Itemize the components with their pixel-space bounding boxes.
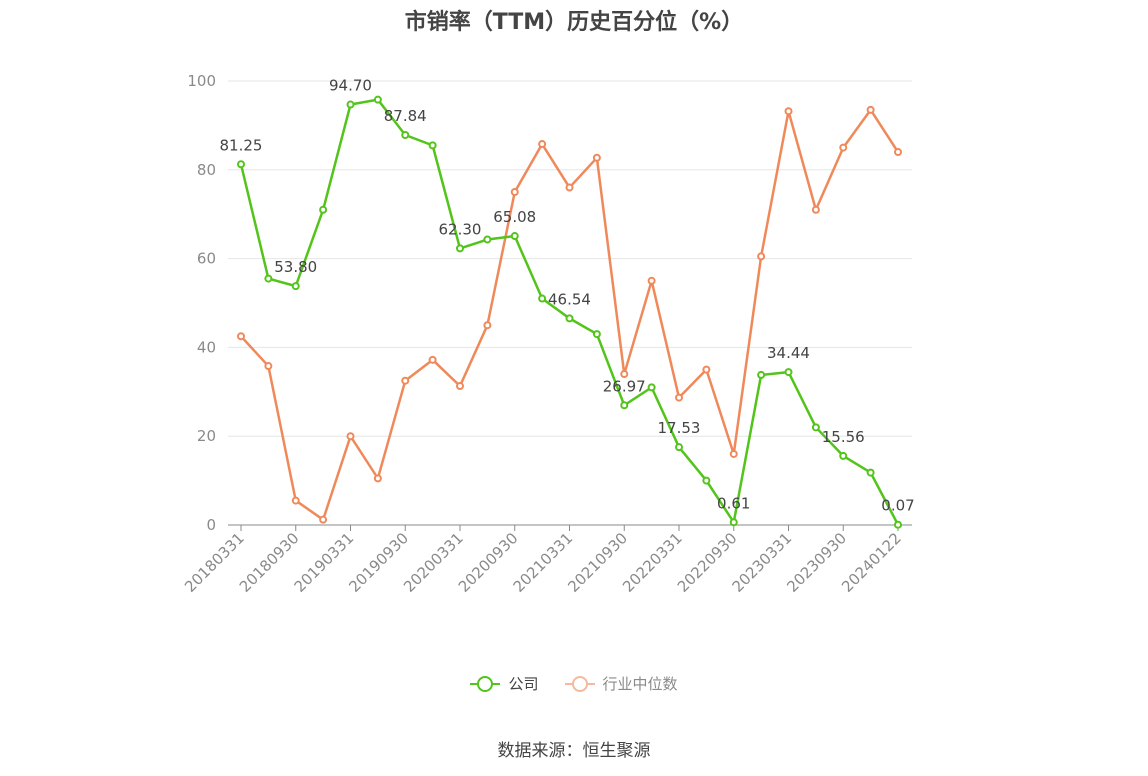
- point-industry-median: [675, 393, 683, 402]
- point-company: [291, 282, 300, 291]
- point-company: [620, 401, 629, 410]
- data-label: 94.70: [329, 77, 372, 95]
- line-chart: 0 20 40 60 80 100 201803312018093020190331201…: [181, 72, 915, 596]
- point-company: [702, 476, 711, 485]
- y-tick-label: 20: [197, 427, 216, 445]
- y-tick-label: 60: [197, 250, 216, 268]
- legend-item-industry-median[interactable]: 行业中位数: [564, 673, 678, 694]
- chart-title: 市销率（TTM）历史百分位（%）: [404, 10, 744, 35]
- point-industry-median: [264, 362, 273, 371]
- point-company: [373, 95, 382, 104]
- point-industry-median: [456, 382, 464, 391]
- grid-lines: [228, 80, 912, 437]
- legend-company-label: 公司: [508, 675, 539, 693]
- point-company: [592, 330, 601, 339]
- legend-company-marker-icon: [470, 674, 501, 694]
- point-industry-median: [401, 376, 410, 385]
- point-company: [483, 235, 492, 244]
- y-tick-label: 40: [197, 338, 216, 356]
- point-company: [839, 451, 848, 460]
- y-tick-label: 100: [187, 72, 216, 90]
- point-company: [784, 368, 793, 377]
- point-company: [510, 232, 519, 241]
- point-company: [894, 520, 902, 529]
- point-company: [428, 141, 437, 150]
- data-label: 65.08: [493, 208, 536, 226]
- data-label: 17.53: [658, 419, 701, 437]
- point-industry-median: [373, 474, 382, 483]
- point-industry-median: [592, 153, 601, 162]
- data-label: 26.97: [603, 377, 646, 395]
- point-industry-median: [894, 148, 902, 157]
- point-company: [757, 370, 766, 379]
- point-industry-median: [538, 140, 547, 149]
- data-label: 46.54: [548, 290, 591, 308]
- point-industry-median: [510, 188, 519, 196]
- y-tick-label: 0: [206, 516, 216, 534]
- point-company: [237, 160, 245, 169]
- point-industry-median: [319, 515, 328, 524]
- point-company: [401, 130, 410, 139]
- point-industry-median: [647, 276, 656, 285]
- series-line-company: [239, 98, 900, 526]
- point-industry-median: [291, 496, 300, 505]
- point-industry-median: [811, 205, 820, 214]
- x-axis: 2018033120180930201903312019093020200331…: [181, 524, 912, 596]
- data-label: 0.07: [881, 497, 914, 515]
- point-industry-median: [565, 183, 574, 192]
- data-label: 15.56: [822, 428, 865, 446]
- point-company: [456, 244, 464, 253]
- point-company: [729, 518, 738, 527]
- legend-industry-median-label: 行业中位数: [602, 675, 678, 693]
- data-label: 34.44: [767, 344, 810, 362]
- point-company: [675, 443, 683, 452]
- point-industry-median: [237, 332, 245, 341]
- y-tick-label: 80: [197, 161, 216, 179]
- point-industry-median: [483, 321, 492, 330]
- point-industry-median: [346, 432, 355, 441]
- point-company: [264, 274, 273, 283]
- series-group: [237, 95, 902, 529]
- data-label: 0.61: [717, 494, 750, 512]
- y-axis: 0 20 40 60 80 100: [187, 72, 216, 534]
- point-industry-median: [428, 355, 437, 364]
- point-company: [866, 468, 875, 477]
- point-company: [647, 383, 656, 392]
- data-label: 87.84: [384, 107, 427, 125]
- point-company: [319, 205, 328, 214]
- legend-item-company[interactable]: 公司: [470, 673, 539, 694]
- data-label: 53.80: [274, 258, 317, 276]
- point-industry-median: [702, 365, 711, 374]
- point-industry-median: [866, 105, 875, 114]
- point-industry-median: [729, 449, 738, 458]
- legend-industry-marker-icon: [564, 674, 595, 694]
- point-company: [346, 100, 355, 109]
- data-labels: 81.25 53.80 94.70 87.84 62.30 65.08 46.54 26.97…: [220, 77, 915, 515]
- point-industry-median: [620, 370, 629, 379]
- data-label: 81.25: [220, 136, 263, 154]
- data-label: 62.30: [439, 220, 482, 238]
- point-company: [565, 314, 574, 323]
- data-source-note: 数据来源：恒生聚源: [497, 741, 651, 761]
- point-industry-median: [757, 252, 766, 261]
- point-industry-median: [839, 143, 848, 152]
- point-company: [811, 423, 820, 432]
- legend: 公司 行业中位数: [0, 673, 1148, 694]
- point-industry-median: [784, 107, 793, 116]
- point-company: [538, 294, 547, 303]
- x-tick-label: 20240122: [838, 529, 905, 596]
